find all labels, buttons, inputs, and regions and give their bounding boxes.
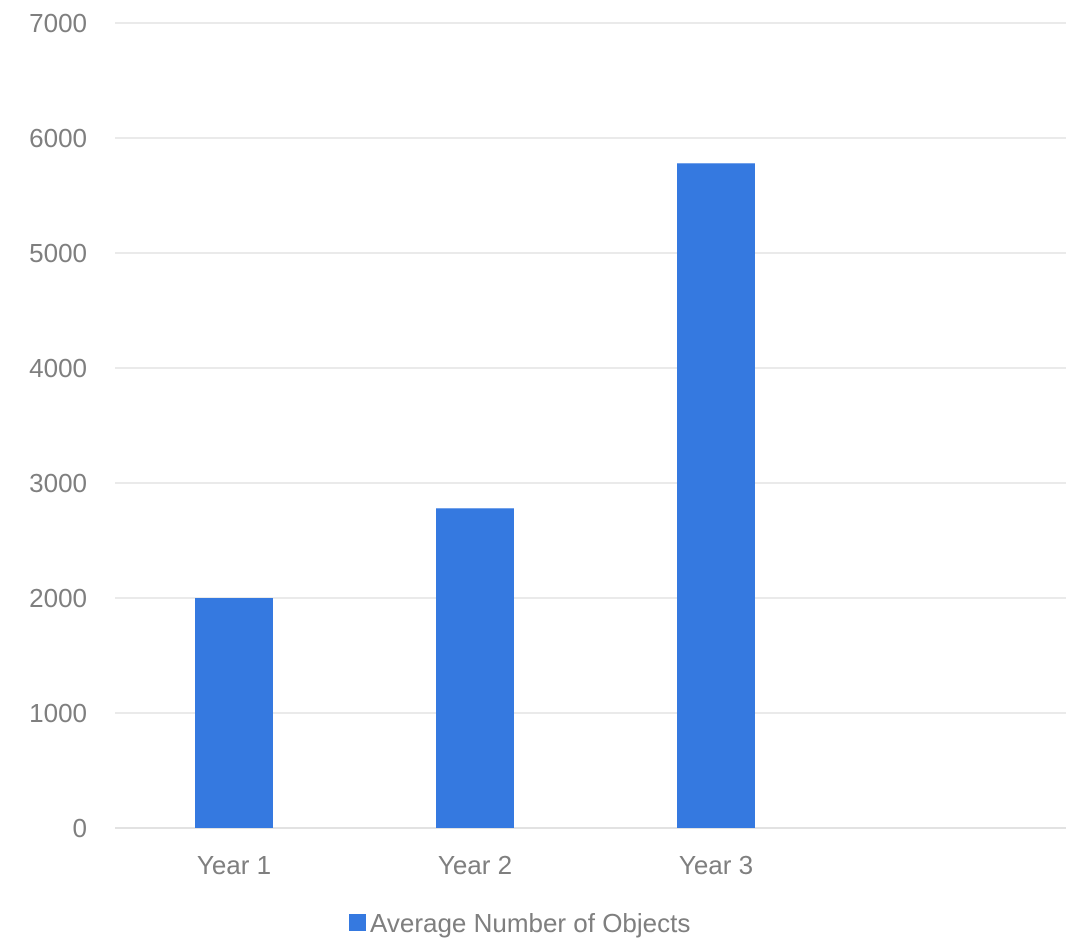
- x-tick-label: Year 3: [679, 850, 753, 880]
- gridlines: [115, 22, 1066, 829]
- y-tick-label: 3000: [29, 468, 87, 498]
- y-tick-label: 5000: [29, 238, 87, 268]
- x-tick-label: Year 2: [438, 850, 512, 880]
- legend: Average Number of Objects: [349, 908, 690, 938]
- y-tick-label: 7000: [29, 8, 87, 38]
- y-tick-label: 4000: [29, 353, 87, 383]
- y-tick-label: 1000: [29, 698, 87, 728]
- bar: [436, 508, 514, 828]
- bar: [677, 163, 755, 829]
- y-tick-label: 6000: [29, 123, 87, 153]
- bars: [195, 163, 755, 829]
- legend-swatch: [349, 914, 366, 931]
- y-axis-ticks: 0 1000 2000 3000 4000 5000 6000 7000: [29, 8, 87, 843]
- x-axis-ticks: Year 1 Year 2 Year 3: [197, 850, 753, 880]
- legend-label: Average Number of Objects: [370, 908, 690, 938]
- y-tick-label: 0: [73, 813, 87, 843]
- x-tick-label: Year 1: [197, 850, 271, 880]
- y-tick-label: 2000: [29, 583, 87, 613]
- bar: [195, 598, 273, 828]
